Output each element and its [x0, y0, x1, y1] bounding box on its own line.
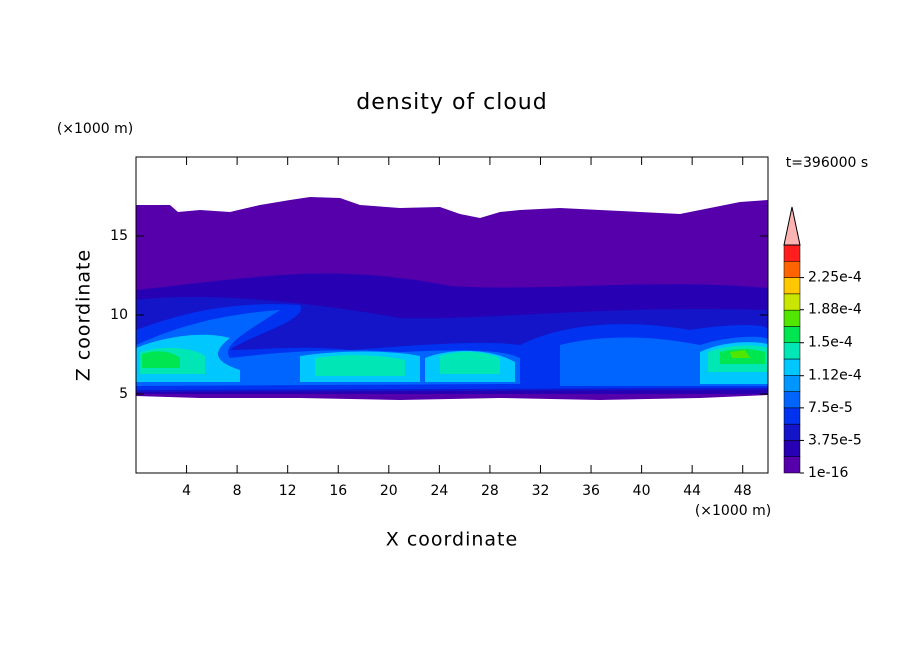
colorbar-band [783, 440, 801, 457]
x-tick-label: 20 [380, 483, 398, 499]
contour-region [440, 351, 500, 374]
contour-region [142, 351, 180, 368]
colorbar-tick-label: 3.75e-5 [808, 432, 862, 448]
x-tick-label: 4 [182, 483, 191, 499]
colorbar-tick-label: 1.12e-4 [808, 368, 862, 384]
x-tick-label: 8 [233, 483, 242, 499]
x-tick-label: 40 [633, 483, 651, 499]
colorbar-extend [783, 206, 801, 246]
colorbar-tick-label: 1.5e-4 [808, 335, 853, 351]
x-tick-label: 24 [430, 483, 448, 499]
colorbar-band [783, 407, 801, 425]
x-unit: (×1000 m) [695, 503, 771, 519]
colorbar-band [783, 309, 801, 327]
colorbar-band [783, 456, 801, 474]
x-tick-label: 16 [329, 483, 347, 499]
colorbar-tick-label: 1e-16 [808, 465, 848, 481]
colorbar-band [783, 391, 801, 409]
y-tick-label: 10 [110, 307, 128, 323]
colorbar-band [783, 326, 801, 343]
colorbar-band [783, 358, 801, 376]
colorbar-band [783, 277, 801, 295]
colorbar-band [783, 423, 801, 441]
chart-title: density of cloud [356, 90, 547, 115]
y-unit: (×1000 m) [57, 121, 133, 137]
colorbar-band [783, 342, 801, 360]
x-tick-label: 12 [279, 483, 297, 499]
x-axis-label: X coordinate [386, 529, 518, 551]
contour-field [136, 197, 768, 400]
colorbar-band [783, 261, 801, 278]
y-tick-label: 5 [119, 386, 128, 402]
colorbar-band [783, 375, 801, 392]
y-axis-label: Z coordinate [73, 249, 95, 381]
x-tick-label: 32 [532, 483, 550, 499]
contour-region [315, 355, 405, 376]
x-tick-label: 36 [582, 483, 600, 499]
time-label: t=396000 s [786, 155, 868, 171]
colorbar-band [783, 244, 801, 262]
contour-region [730, 350, 750, 358]
colorbar-tick-label: 2.25e-4 [808, 270, 862, 286]
colorbar-tick-label: 7.5e-5 [808, 400, 853, 416]
y-tick-label: 15 [110, 228, 128, 244]
x-tick-label: 28 [481, 483, 499, 499]
colorbar-tick-label: 1.88e-4 [808, 302, 862, 318]
colorbar-band [783, 293, 801, 311]
x-tick-label: 44 [683, 483, 701, 499]
x-tick-label: 48 [734, 483, 752, 499]
